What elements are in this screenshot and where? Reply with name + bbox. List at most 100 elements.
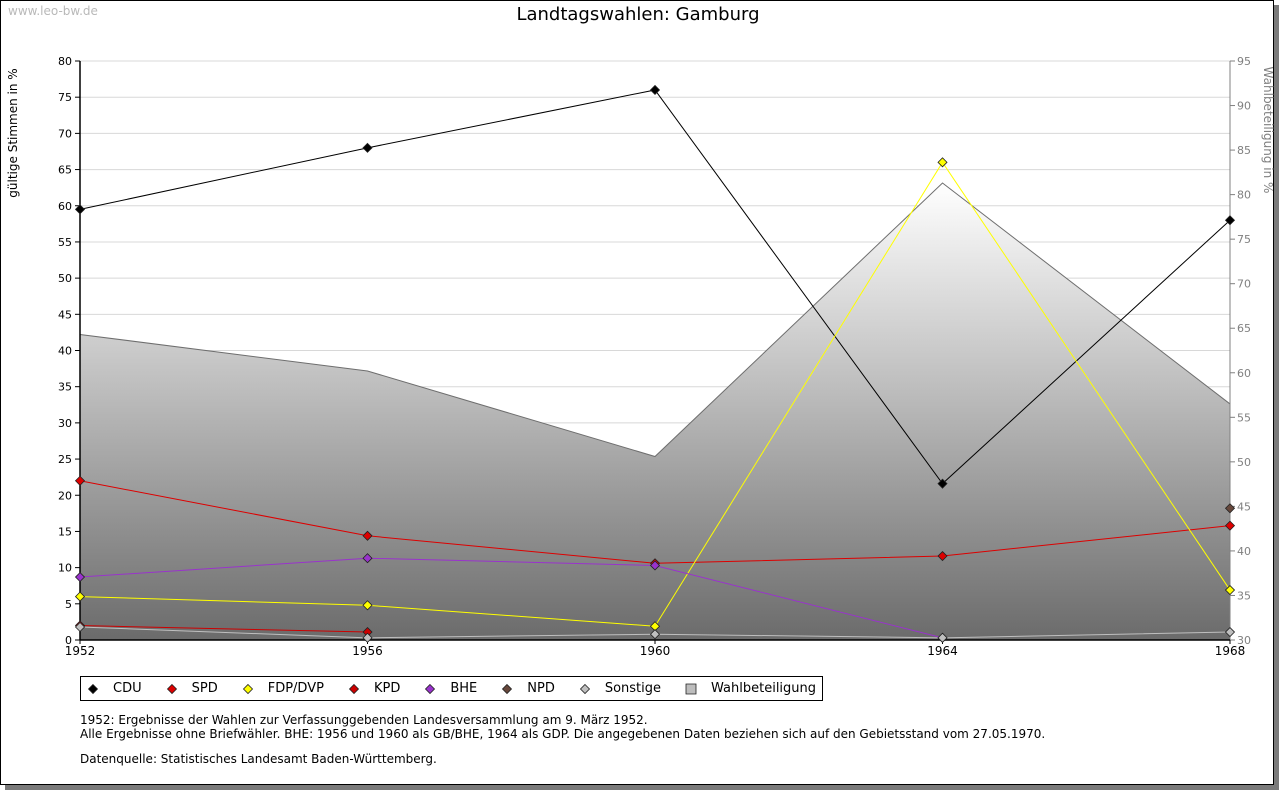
y2-axis-label: Wahlbeteiligung in % [1261,67,1275,194]
point-spd [937,550,948,562]
y2-tick-label: 90 [1237,100,1251,113]
legend-marker-wahlbeteiligung [685,683,697,694]
legend-label: NPD [527,681,555,696]
data-source: Datenquelle: Statistisches Landesamt Bad… [80,752,437,766]
legend-label: FDP/DVP [267,681,324,696]
y-tick-label: 30 [58,417,72,430]
point-cdu [649,84,661,96]
y-tick-label: 10 [58,562,72,575]
legend-item-bhe: BHE [424,681,477,696]
chart-legend: CDU SPD FDP/DVP KPD BHE NPD Sonstige Wahlbeteil… [80,676,824,701]
legend-item-spd: SPD [166,681,218,696]
legend-label: Wahlbeteiligung [711,681,817,696]
point-sonstige [937,632,948,643]
y-tick-label: 50 [58,272,72,285]
point-bhe [362,553,373,564]
legend-marker-sonstige [579,683,590,694]
point-spd [74,475,86,486]
legend-item-npd: NPD [501,681,555,696]
legend-item-kpd: KPD [348,681,400,696]
footnote-1: 1952: Ergebnisse der Wahlen zur Verfassu… [80,713,648,727]
y2-tick-label: 50 [1237,456,1251,469]
y-tick-label: 65 [58,164,72,177]
x-tick-label: 1968 [1215,644,1246,658]
x-tick-label: 1964 [927,644,958,658]
y2-tick-label: 55 [1237,411,1251,424]
line-chart: 0 5 10 15 20 25 30 35 40 45 50 55 60 65 70 75 80 30 35 40 45… [6,55,1275,658]
legend-marker-bhe [425,683,436,694]
legend-item-cdu: CDU [87,681,142,696]
y2-tick-label: 40 [1237,545,1251,558]
point-bhe [74,571,86,583]
legend-label: BHE [450,681,478,696]
legend-marker-fdp-dvp [242,683,253,694]
legend-label: SPD [191,681,218,696]
footnote-2: Alle Ergebnisse ohne Briefwähler. BHE: 1… [80,727,1046,741]
point-cdu [362,142,373,153]
point-fdp-dvp [937,157,948,168]
y2-tick-label: 35 [1237,589,1251,602]
point-sonstige [74,621,86,633]
series-markers [74,84,1236,643]
legend-item-sonstige: Sonstige [579,681,661,696]
footnotes: 1952: Ergebnisse der Wahlen zur Verfassu… [80,713,1045,741]
series-line-kpd [79,625,368,633]
point-sonstige [1224,626,1236,638]
axis-labels: gültige Stimmen in % Wahlbeteiligung in … [6,67,1275,198]
y2-tick-label: 95 [1237,55,1251,68]
point-bhe [649,560,661,571]
y-tick-label: 75 [58,91,72,104]
turnout-line [79,182,1231,458]
y-axis-label: gültige Stimmen in % [6,68,20,197]
y-tick-label: 70 [58,127,72,140]
y2-tick-label: 45 [1237,500,1251,513]
x-tick-label: 1956 [352,644,383,658]
legend-marker-cdu [87,683,99,694]
legend-marker-npd [502,683,513,694]
y-tick-label: 35 [58,381,72,394]
legend-item-fdp-dvp: FDP/DVP [242,681,324,696]
point-fdp-dvp [362,600,373,611]
point-sonstige [649,629,661,640]
y2-tick-label: 80 [1237,189,1251,202]
point-cdu [1224,215,1236,226]
y2-tick-label: 30 [1237,634,1251,647]
y2-tick-label: 70 [1237,278,1251,291]
y-tick-label: 40 [58,345,72,358]
turnout-area-layer [79,182,1231,640]
y-tick-label: 20 [58,489,72,502]
chart-title: Landtagswahlen: Gamburg [516,4,760,25]
y2-tick-label: 65 [1237,322,1251,335]
y-tick-label: 80 [58,55,72,68]
y-tick-label: 15 [58,525,72,538]
turnout-area [80,183,1230,640]
y2-tick-label: 85 [1237,144,1251,157]
watermark: www.leo-bw.de [8,4,98,18]
point-sonstige [362,632,373,643]
point-fdp-dvp [74,591,86,602]
y-tick-label: 45 [58,308,72,321]
series-line-bhe [79,557,943,639]
legend-label: KPD [373,681,401,696]
x-tick-label: 1960 [640,644,671,658]
legend-marker-kpd [348,683,360,694]
y-tick-label: 55 [58,236,72,249]
point-cdu [937,478,948,489]
legend-label: CDU [113,681,142,696]
y-tick-label: 0 [65,634,72,647]
point-npd [1224,503,1236,514]
x-tick-label: 1952 [65,644,96,658]
axes: 0 5 10 15 20 25 30 35 40 45 50 55 60 65 70 75 80 30 35 40 45… [58,55,1251,658]
legend-label: Sonstige [604,681,662,696]
y-tick-label: 5 [65,598,72,611]
y-tick-label: 60 [58,200,72,213]
legend-item-wahlbeteiligung: Wahlbeteiligung [685,681,816,696]
legend-marker-spd [166,683,177,694]
y-tick-label: 25 [58,453,72,466]
point-cdu [74,204,86,215]
point-fdp-dvp [1224,584,1236,596]
point-spd [1224,520,1236,531]
y2-tick-label: 60 [1237,367,1251,380]
point-spd [362,530,373,541]
y2-tick-label: 75 [1237,233,1251,246]
